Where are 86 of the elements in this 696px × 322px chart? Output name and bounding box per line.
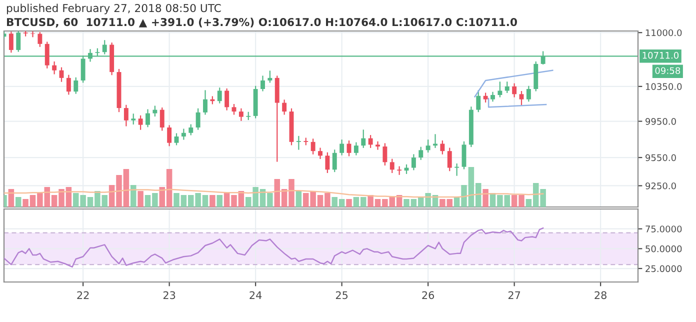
bar bbox=[210, 195, 216, 207]
candlestick bbox=[238, 108, 244, 121]
candlestick bbox=[260, 76, 265, 92]
candlestick bbox=[454, 163, 460, 176]
candlestick bbox=[146, 109, 150, 128]
candlestick bbox=[38, 32, 42, 47]
candlestick bbox=[246, 112, 251, 120]
candlestick bbox=[440, 140, 445, 154]
candlestick bbox=[498, 82, 502, 98]
candlestick bbox=[30, 31, 35, 38]
candlestick bbox=[174, 133, 179, 146]
y-tick-label: 50.0000 bbox=[646, 245, 682, 252]
y-tick-label: 9550.0 bbox=[646, 154, 676, 162]
x-tick-label: 22 bbox=[77, 291, 89, 299]
candlestick bbox=[332, 150, 337, 172]
text: published February 27, 2018 08:50 UTC bbox=[6, 4, 221, 14]
x-tick-label: 24 bbox=[250, 291, 262, 299]
candlestick bbox=[519, 91, 524, 106]
candlestick bbox=[368, 135, 373, 148]
candlestick bbox=[346, 140, 352, 156]
candlestick bbox=[397, 166, 402, 175]
y-tick-label: 11000.0 bbox=[646, 29, 682, 36]
candlestick bbox=[310, 138, 316, 154]
candlestick bbox=[296, 136, 301, 150]
x-tick-label: 23 bbox=[163, 291, 176, 300]
candlestick bbox=[426, 140, 430, 153]
candlestick bbox=[124, 104, 128, 126]
x-tick-label: 26 bbox=[422, 291, 434, 300]
candlestick bbox=[340, 140, 344, 156]
candlestick bbox=[462, 141, 466, 170]
candlestick bbox=[418, 146, 424, 160]
bar bbox=[138, 191, 144, 207]
candlestick bbox=[23, 31, 28, 36]
y-tick-label: 10350.0 bbox=[646, 83, 682, 90]
candlestick bbox=[131, 114, 136, 124]
bar bbox=[16, 197, 22, 207]
candlestick bbox=[74, 77, 78, 94]
candlestick bbox=[304, 138, 308, 146]
x-tick-label: 25 bbox=[336, 291, 348, 300]
candlestick bbox=[504, 82, 510, 93]
bar bbox=[482, 189, 488, 207]
candlestick bbox=[354, 142, 358, 156]
candlestick bbox=[282, 100, 287, 115]
candlestick bbox=[152, 106, 158, 117]
candlestick bbox=[268, 70, 272, 83]
line-series bbox=[4, 227, 544, 268]
x-tick-label: 27 bbox=[508, 291, 520, 299]
candlestick bbox=[203, 90, 208, 115]
candlestick bbox=[411, 154, 416, 170]
candlestick bbox=[433, 134, 438, 148]
candlestick bbox=[447, 148, 452, 172]
bar bbox=[130, 185, 136, 207]
candlestick bbox=[526, 86, 531, 102]
y-tick-label: 25.0000 bbox=[646, 265, 682, 272]
bar bbox=[296, 191, 302, 207]
candlestick bbox=[52, 61, 57, 74]
candlestick bbox=[188, 124, 194, 136]
y-tick-label: 75.0000 bbox=[646, 226, 682, 232]
candlestick bbox=[44, 42, 50, 68]
candlestick bbox=[318, 148, 322, 160]
candlestick bbox=[66, 74, 71, 95]
candlestick bbox=[224, 88, 230, 110]
candlestick bbox=[217, 88, 222, 104]
candlestick bbox=[196, 108, 200, 130]
y-tick-label: 9250.0 bbox=[646, 182, 676, 190]
ref-line-label: 10711.0 bbox=[642, 52, 679, 59]
candlestick bbox=[325, 152, 330, 174]
bar bbox=[346, 199, 352, 207]
candlestick bbox=[160, 107, 164, 131]
candlestick bbox=[512, 83, 517, 98]
candlestick bbox=[16, 31, 21, 52]
x-tick-label: 28 bbox=[594, 291, 606, 300]
y-tick-label: 9950.0 bbox=[646, 118, 676, 125]
candlestick bbox=[167, 125, 172, 146]
candlestick bbox=[382, 143, 388, 166]
candlestick bbox=[8, 32, 14, 53]
candlestick bbox=[376, 141, 380, 150]
candlestick bbox=[232, 104, 236, 115]
candlestick bbox=[181, 128, 186, 140]
text: BTCUSD, 60 10711.0 ▲ +391.0 (+3.79%) O:10617.0 H:10764.0 L:10617.0 C:10711.0 bbox=[6, 18, 517, 28]
bar bbox=[216, 195, 222, 207]
candlestick bbox=[138, 115, 143, 130]
candlestick bbox=[361, 130, 366, 148]
candlestick bbox=[390, 158, 394, 174]
text: 09:58 bbox=[655, 67, 680, 74]
candlestick bbox=[476, 90, 481, 112]
